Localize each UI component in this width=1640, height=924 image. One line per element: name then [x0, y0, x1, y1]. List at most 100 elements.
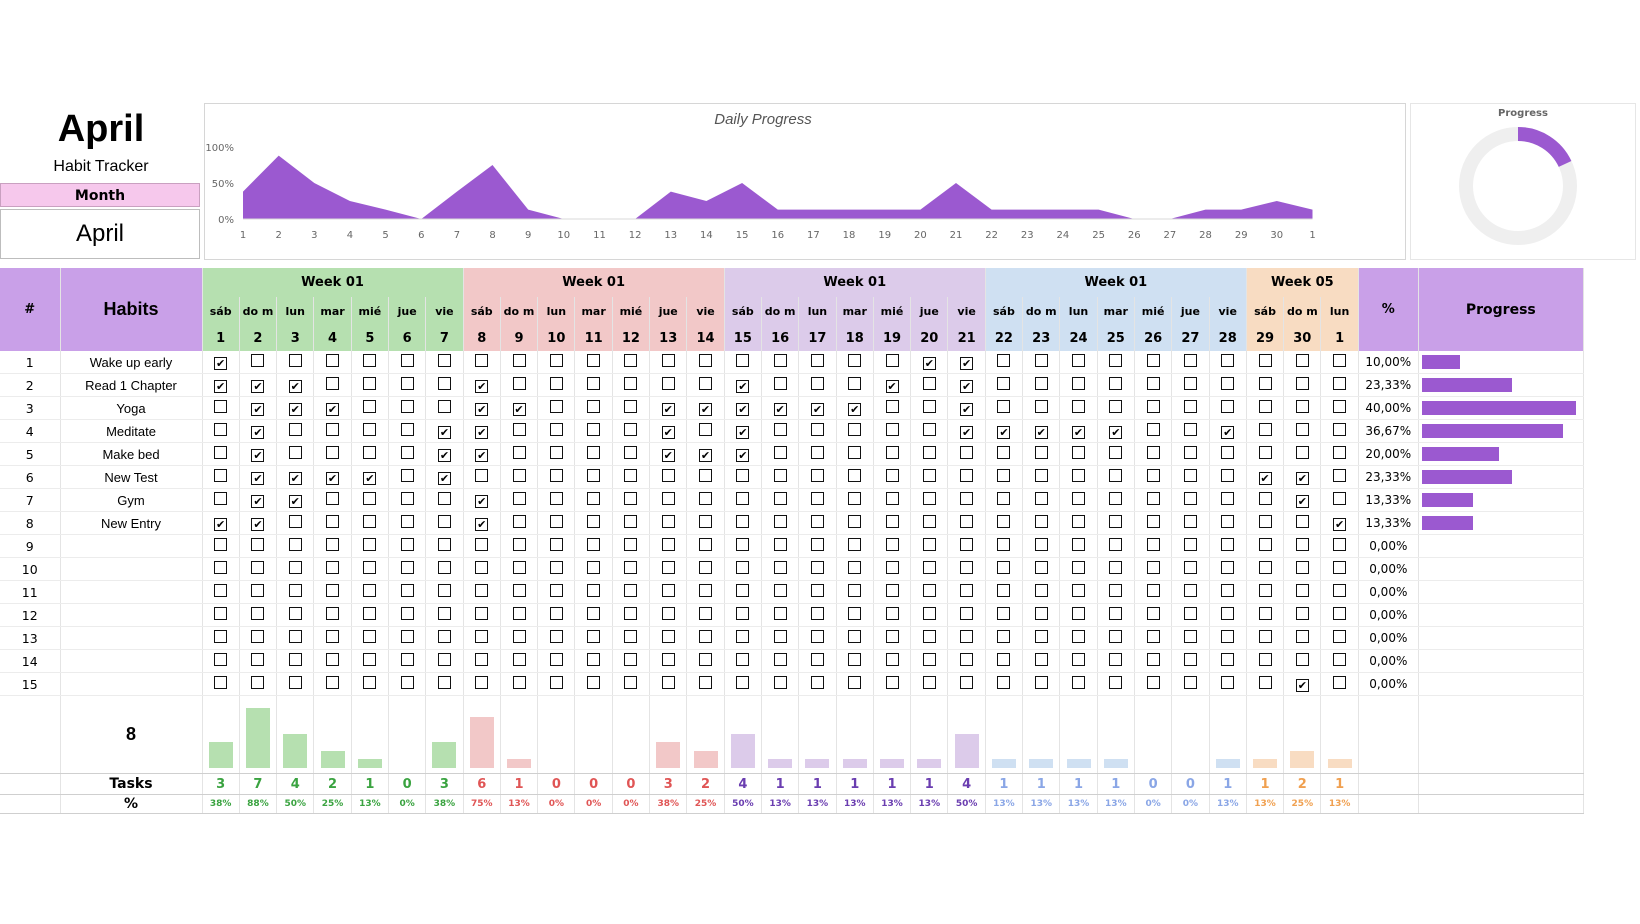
checkbox[interactable] [624, 515, 638, 528]
checkbox[interactable] [1034, 584, 1048, 597]
checkbox[interactable] [848, 354, 862, 367]
checkbox-checked[interactable]: ✔ [922, 356, 936, 370]
checkbox[interactable] [326, 653, 340, 666]
checkbox[interactable] [1258, 676, 1272, 689]
checkbox[interactable] [549, 515, 563, 528]
checkbox[interactable] [661, 538, 675, 551]
checkbox[interactable] [251, 561, 265, 574]
checkbox-checked[interactable]: ✔ [1072, 425, 1086, 439]
checkbox[interactable] [1183, 423, 1197, 436]
checkbox[interactable] [437, 676, 451, 689]
checkbox[interactable] [661, 607, 675, 620]
checkbox[interactable] [587, 561, 601, 574]
checkbox[interactable] [848, 561, 862, 574]
checkbox[interactable] [587, 492, 601, 505]
checkbox[interactable] [848, 423, 862, 436]
checkbox[interactable] [326, 377, 340, 390]
habit-name[interactable]: New Test [60, 465, 203, 489]
checkbox[interactable] [1221, 561, 1235, 574]
checkbox-checked[interactable]: ✔ [475, 425, 489, 439]
checkbox-checked[interactable]: ✔ [848, 402, 862, 416]
checkbox[interactable] [475, 469, 489, 482]
checkbox[interactable] [587, 584, 601, 597]
checkbox[interactable] [1258, 515, 1272, 528]
checkbox[interactable] [997, 446, 1011, 459]
checkbox[interactable] [288, 630, 302, 643]
checkbox[interactable] [1146, 492, 1160, 505]
checkbox[interactable] [885, 469, 899, 482]
checkbox[interactable] [1072, 538, 1086, 551]
checkbox[interactable] [512, 561, 526, 574]
checkbox[interactable] [1333, 492, 1347, 505]
checkbox[interactable] [251, 607, 265, 620]
checkbox[interactable] [699, 377, 713, 390]
checkbox[interactable] [549, 469, 563, 482]
checkbox[interactable] [661, 653, 675, 666]
checkbox[interactable] [512, 446, 526, 459]
checkbox[interactable] [997, 607, 1011, 620]
checkbox[interactable] [587, 377, 601, 390]
checkbox[interactable] [997, 492, 1011, 505]
checkbox[interactable] [475, 653, 489, 666]
habit-name[interactable] [60, 672, 203, 696]
checkbox[interactable] [1258, 423, 1272, 436]
checkbox[interactable] [512, 653, 526, 666]
checkbox[interactable] [922, 630, 936, 643]
checkbox-checked[interactable]: ✔ [736, 425, 750, 439]
checkbox[interactable] [922, 607, 936, 620]
checkbox[interactable] [288, 561, 302, 574]
checkbox-checked[interactable]: ✔ [1295, 678, 1309, 692]
checkbox[interactable] [922, 584, 936, 597]
checkbox-checked[interactable]: ✔ [475, 402, 489, 416]
checkbox[interactable] [960, 561, 974, 574]
checkbox[interactable] [736, 630, 750, 643]
checkbox[interactable] [885, 354, 899, 367]
checkbox[interactable] [960, 630, 974, 643]
checkbox[interactable] [400, 653, 414, 666]
checkbox[interactable] [1183, 377, 1197, 390]
checkbox[interactable] [1221, 400, 1235, 413]
checkbox[interactable] [549, 354, 563, 367]
checkbox[interactable] [1146, 377, 1160, 390]
checkbox[interactable] [214, 561, 228, 574]
checkbox[interactable] [549, 584, 563, 597]
checkbox[interactable] [885, 584, 899, 597]
checkbox[interactable] [400, 515, 414, 528]
checkbox[interactable] [624, 492, 638, 505]
checkbox[interactable] [1183, 400, 1197, 413]
checkbox[interactable] [922, 469, 936, 482]
checkbox[interactable] [363, 538, 377, 551]
checkbox[interactable] [848, 377, 862, 390]
checkbox[interactable] [997, 400, 1011, 413]
checkbox[interactable] [848, 607, 862, 620]
checkbox[interactable] [624, 561, 638, 574]
checkbox-checked[interactable]: ✔ [251, 448, 265, 462]
checkbox[interactable] [1072, 400, 1086, 413]
checkbox[interactable] [624, 469, 638, 482]
checkbox-checked[interactable]: ✔ [1034, 425, 1048, 439]
checkbox[interactable] [885, 515, 899, 528]
checkbox[interactable] [512, 354, 526, 367]
checkbox[interactable] [1295, 630, 1309, 643]
checkbox[interactable] [885, 630, 899, 643]
checkbox[interactable] [400, 607, 414, 620]
checkbox[interactable] [848, 653, 862, 666]
checkbox[interactable] [1221, 515, 1235, 528]
checkbox[interactable] [960, 584, 974, 597]
checkbox[interactable] [1333, 607, 1347, 620]
checkbox[interactable] [848, 515, 862, 528]
checkbox[interactable] [1072, 469, 1086, 482]
checkbox[interactable] [922, 423, 936, 436]
checkbox[interactable] [1258, 354, 1272, 367]
checkbox[interactable] [1034, 676, 1048, 689]
checkbox[interactable] [549, 630, 563, 643]
checkbox[interactable] [400, 561, 414, 574]
checkbox[interactable] [661, 377, 675, 390]
checkbox[interactable] [400, 400, 414, 413]
checkbox[interactable] [810, 676, 824, 689]
checkbox[interactable] [773, 377, 787, 390]
checkbox[interactable] [214, 653, 228, 666]
checkbox[interactable] [1034, 446, 1048, 459]
checkbox-checked[interactable]: ✔ [251, 471, 265, 485]
checkbox[interactable] [326, 538, 340, 551]
